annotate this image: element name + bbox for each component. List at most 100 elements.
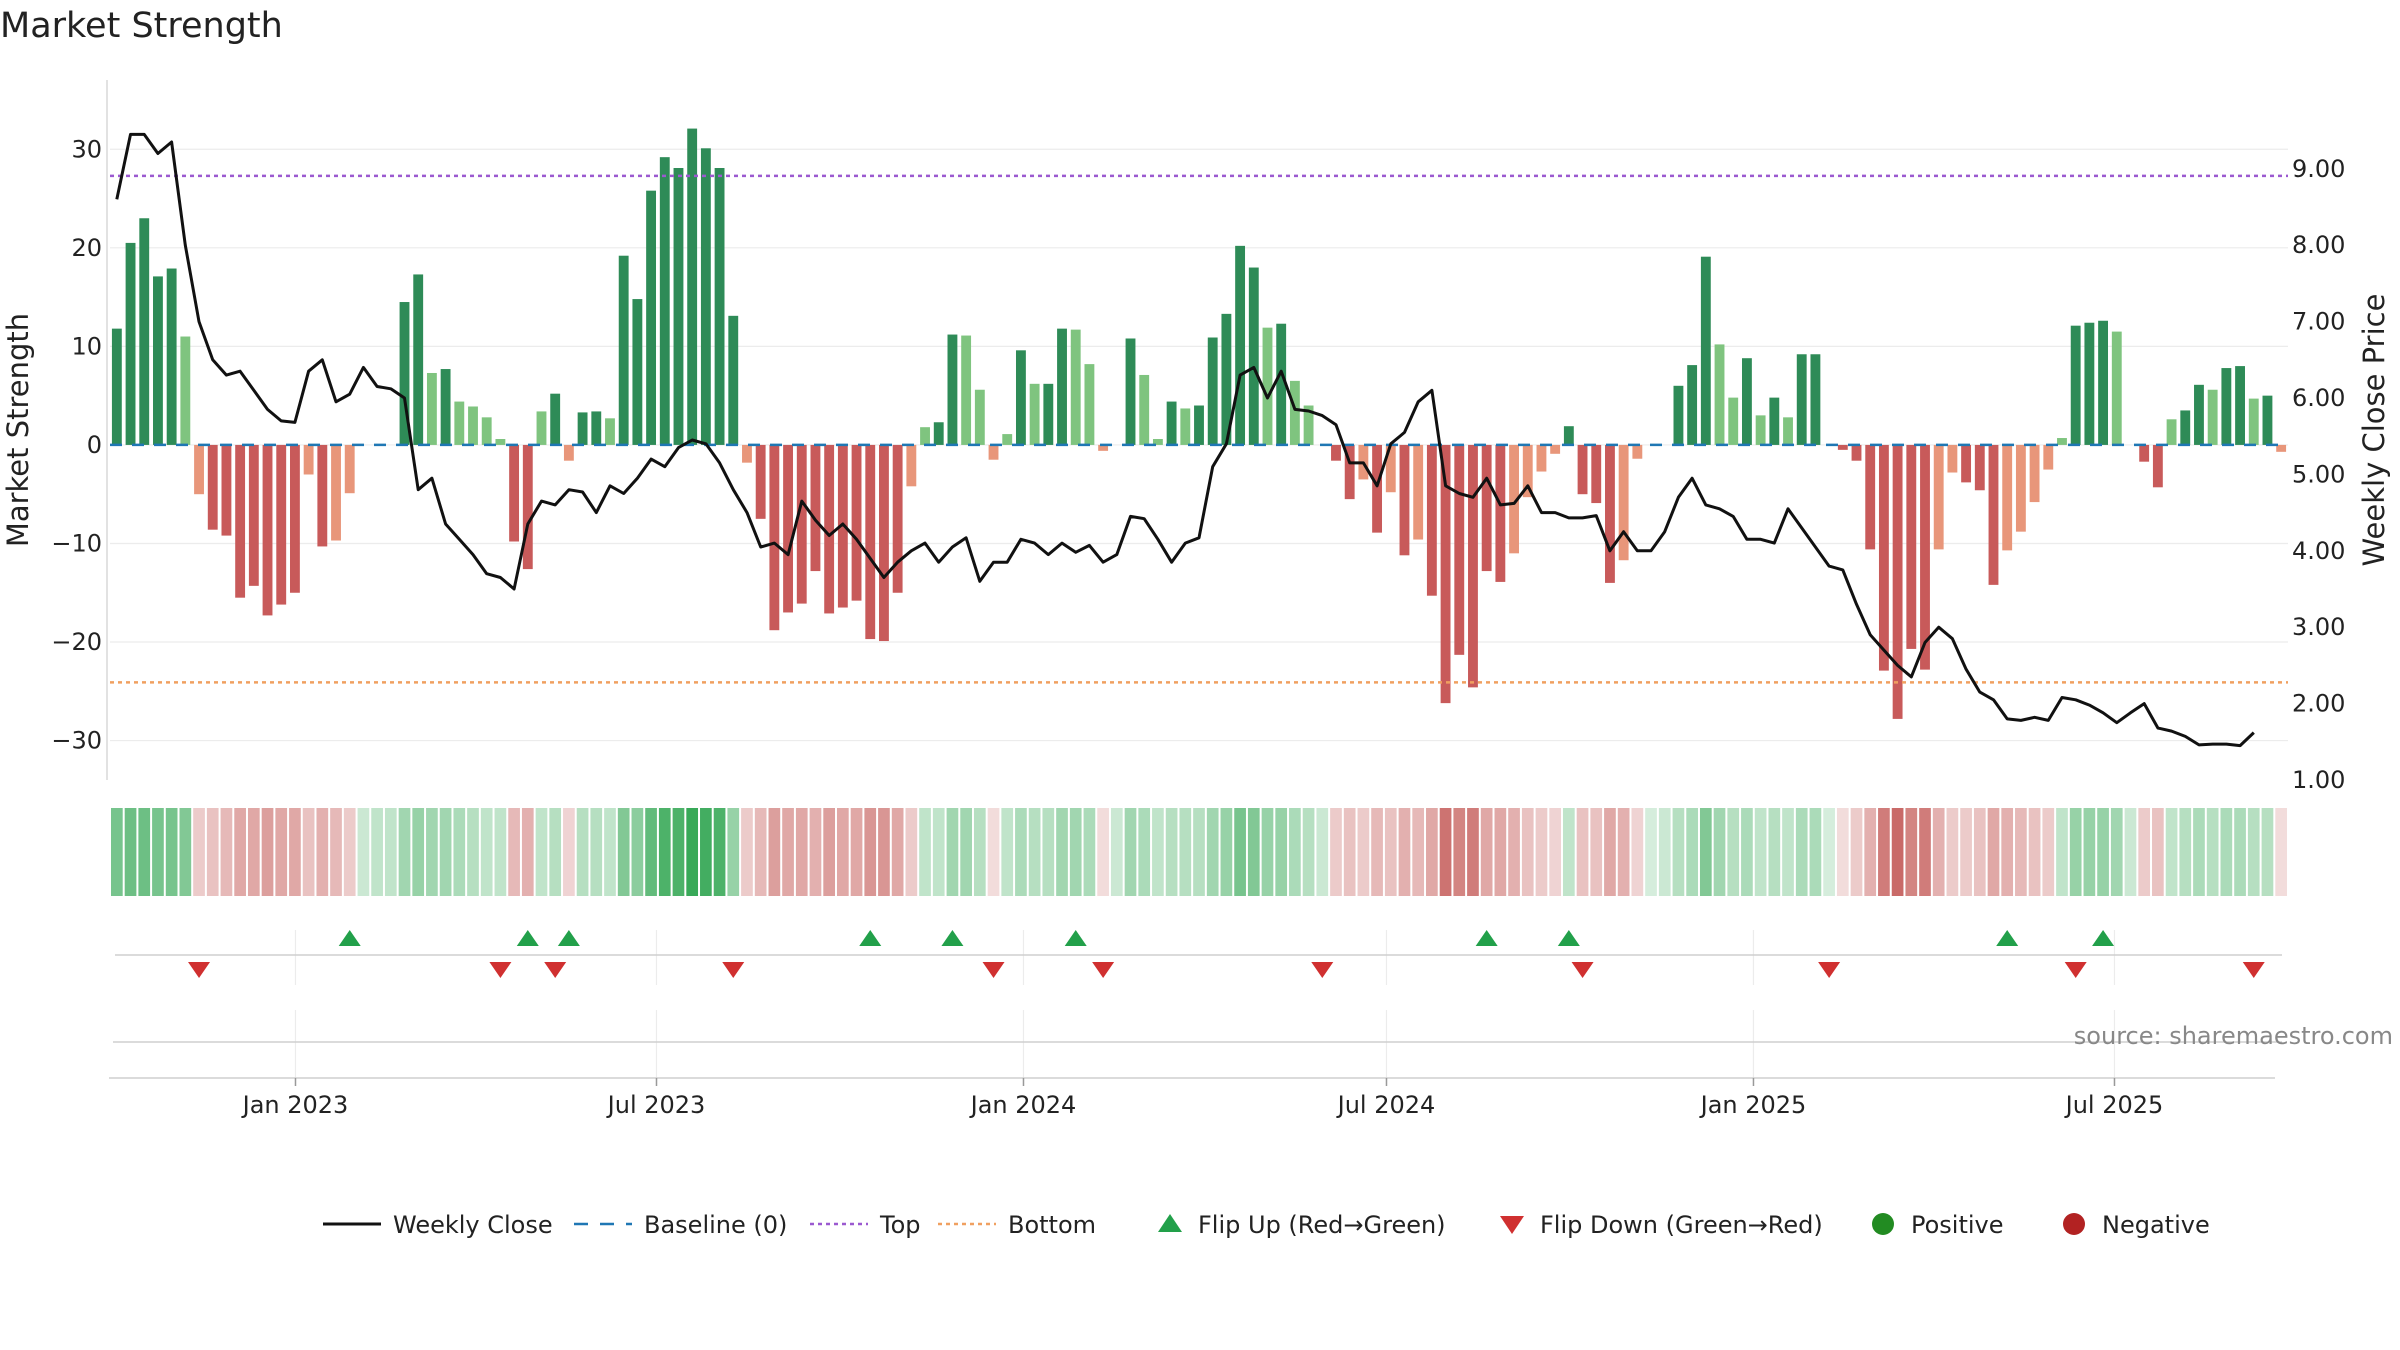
strip-cell: [535, 808, 548, 896]
flip-down-marker: [544, 962, 567, 978]
strength-bar: [605, 418, 615, 445]
strip-cell: [165, 808, 178, 896]
strip-cell: [193, 808, 205, 896]
strength-bar: [1166, 401, 1177, 445]
strength-bar: [1139, 374, 1150, 445]
strength-bar: [1057, 328, 1067, 445]
strip-cell: [1453, 808, 1466, 896]
strip-cell: [604, 808, 616, 896]
strip-cell: [1439, 808, 1452, 896]
strength-bar: [1194, 405, 1204, 445]
strength-bar: [673, 168, 684, 445]
strength-bar: [1015, 350, 1026, 445]
strip-cell: [1152, 808, 1164, 896]
strength-bar: [235, 444, 246, 598]
strength-bar: [1632, 444, 1643, 459]
strip-cell: [823, 808, 835, 896]
strength-bar: [1070, 329, 1081, 445]
strip-cell: [2138, 808, 2151, 896]
strip-cell: [549, 808, 562, 896]
strength-bar: [180, 336, 191, 445]
strength-bar: [2015, 444, 2026, 532]
strip-cell: [398, 808, 411, 896]
strip-cell: [206, 808, 219, 896]
x-tick-label: Jul 2024: [1336, 1091, 1436, 1119]
strength-bar: [1920, 444, 1930, 670]
x-tick-label: Jan 2023: [241, 1091, 349, 1119]
strength-bar: [1331, 444, 1341, 461]
strength-bar: [495, 439, 506, 445]
strength-bar: [810, 444, 821, 572]
legend-item: Negative: [2063, 1211, 2210, 1239]
strip-cell: [1371, 808, 1383, 896]
strength-bar: [769, 444, 780, 631]
strip-cell: [1179, 808, 1192, 896]
legend-label: Flip Down (Green→Red): [1540, 1211, 1823, 1239]
strip-cell: [946, 808, 959, 896]
strip-cell: [1206, 808, 1219, 896]
legend-item: Top: [810, 1211, 921, 1239]
strip-cell: [1083, 808, 1096, 896]
strength-bar: [317, 444, 328, 547]
strength-bars: [111, 128, 2287, 719]
strength-bar: [742, 444, 752, 463]
strength-bar: [1961, 444, 1972, 483]
y2-axis-label: Weekly Close Price: [2357, 294, 2391, 567]
strip-cell: [2179, 808, 2192, 896]
strength-bar: [1084, 364, 1095, 445]
strip-cell: [1836, 808, 1849, 896]
strip-cell: [1302, 808, 1315, 896]
strength-bar: [440, 369, 451, 445]
strength-bar: [1481, 444, 1492, 572]
strip-cell: [426, 808, 438, 896]
strength-bar: [1591, 444, 1602, 504]
strength-bar: [591, 411, 602, 445]
strength-bar: [687, 128, 698, 445]
strength-bar: [1878, 444, 1889, 671]
strength-bar: [2002, 444, 2013, 551]
flip-up-marker: [859, 930, 882, 946]
strip-cell: [1261, 808, 1274, 896]
strip-cell: [494, 808, 507, 896]
strip-cell: [905, 808, 918, 896]
strip-cell: [2028, 808, 2041, 896]
strip-cell: [1275, 808, 1288, 896]
strength-bar: [1426, 444, 1437, 596]
strip-cell: [111, 808, 123, 896]
strength-bar: [1043, 383, 1054, 445]
strength-bar: [2070, 325, 2081, 445]
strength-bar: [1289, 380, 1300, 445]
strip-cell: [234, 808, 246, 896]
strip-cell: [384, 808, 397, 896]
strength-bar: [824, 444, 835, 614]
y2-tick-label: 7.00: [2292, 308, 2345, 336]
strip-cell: [152, 808, 164, 896]
strip-cell: [878, 808, 890, 896]
strength-bar: [522, 444, 533, 570]
strength-bar: [646, 190, 657, 445]
strength-bar: [2111, 331, 2122, 445]
strip-cell: [754, 808, 767, 896]
strip-cell: [1001, 808, 1014, 896]
y2-tick-label: 2.00: [2292, 690, 2345, 718]
strip-cell: [220, 808, 233, 896]
strip-cell: [2124, 808, 2137, 896]
y-tick-label: −20: [51, 628, 102, 656]
flip-down-marker: [1818, 962, 1841, 978]
strength-bar: [700, 148, 711, 445]
strip-cell: [2234, 808, 2246, 896]
flip-up-marker: [1557, 930, 1580, 946]
legend-item: Flip Down (Green→Red): [1500, 1211, 1823, 1239]
y-tick-label: 30: [71, 135, 102, 163]
strength-bar: [1605, 444, 1615, 583]
strip-cell: [1289, 808, 1301, 896]
strip-cell: [919, 808, 931, 896]
weekly-close-line: [115, 132, 2255, 748]
legend-item: Positive: [1872, 1211, 2004, 1239]
flip-up-marker: [1475, 930, 1498, 946]
strip-cell: [563, 808, 575, 896]
strip-cell: [2247, 808, 2260, 896]
strip-cell: [2275, 808, 2287, 896]
strength-bar: [1769, 397, 1780, 445]
strip-cell: [2042, 808, 2055, 896]
